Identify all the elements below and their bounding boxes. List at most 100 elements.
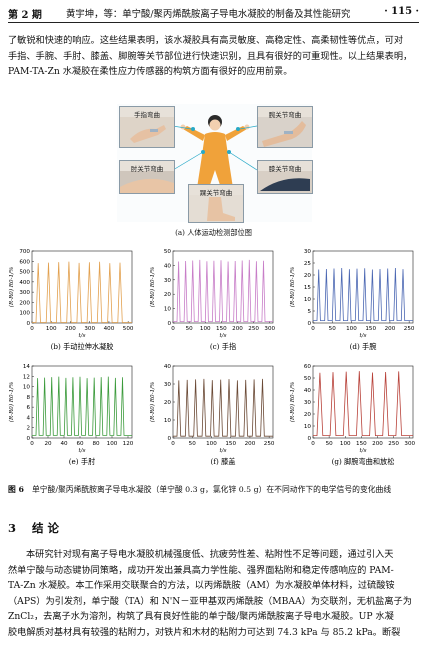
y-tick-label: 10 — [23, 385, 31, 391]
x-tick-label: 150 — [216, 326, 227, 332]
y-tick-label: 10 — [164, 418, 172, 424]
y-tick-label: 20 — [304, 412, 312, 418]
x-tick-label: 150 — [365, 326, 376, 332]
chart-b-svg: 0 100 200 300 400 500 600 700 0 100 200 300 400 500 t/… — [8, 249, 134, 351]
y-axis-label: (R-R0) R0-1/% — [149, 267, 156, 307]
chart-panel-e: 0 2 4 6 8 10 12 14 0 20 40 60 80 100 120 t/s (R-R0) R0-1… — [8, 360, 138, 476]
y-tick-label: 30 — [164, 382, 172, 388]
x-axis-label: t/s — [219, 448, 226, 454]
x-tick-label: 150 — [356, 441, 367, 447]
chart-sublabel: (f) 膝盖 — [211, 457, 236, 466]
photo-finger-bend: 手指弯曲 — [119, 106, 175, 148]
text-line: 胶电解质对基材具有较强的粘附力，对铁片和木材的粘附力可达到 74.3 kPa 与… — [8, 626, 401, 638]
y-tick-label: 0 — [307, 321, 311, 327]
x-tick-label: 0 — [311, 326, 315, 332]
x-tick-label: 250 — [404, 326, 415, 332]
series-line — [32, 376, 132, 436]
text-line: 了敏锐和快速的响应。这些结果表明，该水凝胶具有高灵敏度、高稳定性、高柔韧性等优点… — [8, 35, 404, 46]
photo-elbow-bend: 肘关节弯曲 — [119, 160, 175, 194]
y-tick-label: 40 — [304, 388, 312, 394]
photo-label: 膝关节弯曲 — [268, 165, 302, 173]
page-header: 第 2 期 黄宇坤，等：单宁酸/聚丙烯酰胺离子导电水凝胶的制备及其性能研究 · … — [8, 2, 419, 24]
chart-d-svg: 0 5 10 15 20 25 30 0 50 100 150 200 250 t/s (R-R0) R0-… — [289, 249, 415, 351]
y-tick-label: 5 — [307, 309, 311, 315]
y-tick-label: 30 — [304, 249, 312, 255]
x-tick-label: 150 — [225, 441, 236, 447]
x-tick-label: 200 — [232, 326, 243, 332]
wrist-photo-icon — [258, 117, 312, 147]
x-axis-label: t/s — [78, 448, 85, 454]
y-axis-label: (R-R0) R0-1/% — [289, 267, 296, 307]
paragraph-conclusion: 本研究针对现有离子导电水凝胶机械强度低、抗疲劳性差、粘附性不足等问题，通过引入天… — [8, 547, 419, 641]
page-number: · 115 · — [384, 6, 419, 17]
y-tick-label: 100 — [19, 311, 30, 317]
issue-number: 第 2 期 — [8, 10, 42, 21]
y-tick-label: 25 — [304, 261, 312, 267]
y-tick-label: 20 — [164, 400, 172, 406]
x-axis-label: t/s — [359, 448, 366, 454]
y-tick-label: 0 — [26, 321, 30, 327]
x-tick-label: 200 — [245, 441, 256, 447]
knee-photo-icon — [258, 171, 312, 193]
x-tick-label: 200 — [372, 441, 383, 447]
x-axis-label: t/s — [78, 333, 85, 339]
chart-sublabel: (g) 脚腕弯曲和放松 — [332, 457, 395, 466]
photo-wrist-bend: 腕关节弯曲 — [257, 106, 313, 148]
plot-frame — [172, 250, 274, 324]
chart-panel-c: 0 10 20 30 40 50 0 50 100 150 200 250 300 t/s (R-R0) R… — [149, 245, 279, 361]
figure-a-collage: 手指弯曲 腕关节弯曲 肘关节弯曲 膝关节弯曲 踝关节弯曲 — [117, 104, 313, 223]
paragraph-results: 了敏锐和快速的响应。这些结果表明，该水凝胶具有高灵敏度、高稳定性、高柔韧性等优点… — [8, 33, 419, 80]
y-tick-label: 2 — [26, 426, 30, 432]
plot-frame — [31, 250, 133, 324]
y-tick-label: 12 — [23, 374, 30, 380]
y-tick-label: 0 — [26, 436, 30, 442]
x-tick-label: 20 — [44, 441, 52, 447]
y-tick-label: 0 — [167, 321, 171, 327]
y-tick-label: 0 — [307, 436, 311, 442]
text-line: ZnCl₂，去离子水为溶剂，构筑了具有良好性能的单宁酸/聚丙烯酰胺离子导电水凝胶… — [8, 611, 394, 623]
x-axis-label: t/s — [359, 333, 366, 339]
chart-f-svg: 0 10 20 30 40 0 50 100 150 200 250 t/s (R-R0) R0-1/%… — [149, 364, 275, 466]
section-number: 3 — [8, 521, 17, 535]
chart-panel-b: 0 100 200 300 400 500 600 700 0 100 200 300 400 500 t/… — [8, 245, 138, 361]
y-tick-label: 30 — [164, 278, 172, 284]
text-line: 本研究针对现有离子导电水凝胶机械强度低、抗疲劳性差、粘附性不足等问题，通过引入天 — [26, 549, 394, 560]
y-axis-label: (R-R0) R0-1/% — [8, 267, 15, 307]
y-tick-label: 400 — [19, 280, 30, 286]
x-tick-label: 0 — [30, 441, 34, 447]
y-tick-label: 50 — [164, 249, 172, 255]
series-line — [313, 371, 413, 436]
caption-text: 单宁酸/聚丙烯酰胺离子导电水凝胶（单宁酸 0.3 g，氯化锌 0.5 g）在不同… — [31, 485, 392, 494]
y-tick-label: 4 — [26, 415, 30, 421]
text-line: （APS）为引发剂，单宁酸（TA）和 N'N－亚甲基双丙烯酰胺（MBAA）为交联… — [8, 595, 412, 607]
text-line: 手指、手腕、手肘、膝盖、脚腕等关节部位进行快速识别，且具有很好的可重现性。以上结… — [8, 50, 413, 62]
y-tick-label: 50 — [304, 376, 312, 382]
x-tick-label: 300 — [404, 441, 415, 447]
x-tick-label: 0 — [171, 441, 175, 447]
text-line: PAM-TA-Zn 水凝胶在柔性应力传感器的构筑方面有很好的应用前景。 — [8, 66, 293, 78]
x-tick-label: 250 — [388, 441, 399, 447]
figure-number: 图 6 — [8, 485, 24, 494]
ankle-photo-icon — [189, 195, 243, 222]
x-tick-label: 100 — [46, 326, 57, 332]
y-tick-label: 20 — [304, 273, 312, 279]
chart-sublabel: (d) 手腕 — [350, 342, 377, 351]
x-tick-label: 0 — [171, 326, 175, 332]
y-tick-label: 700 — [19, 249, 30, 255]
x-tick-label: 0 — [30, 326, 34, 332]
x-tick-label: 80 — [92, 441, 100, 447]
x-tick-label: 50 — [326, 441, 334, 447]
x-tick-label: 50 — [189, 441, 197, 447]
chart-g-svg: 0 10 20 30 40 50 60 0 50 100 150 200 250 300 t/s (R-R0)… — [289, 364, 416, 466]
figure-a-sublabel: (a) 人体运动检测部位图 — [175, 228, 252, 237]
x-tick-label: 0 — [311, 441, 315, 447]
y-axis-label: (R-R0) R0-1/% — [149, 382, 156, 422]
running-title: 黄宇坤，等：单宁酸/聚丙烯酰胺离子导电水凝胶的制备及其性能研究 — [66, 9, 351, 20]
text-line: TA-Zn 水凝胶。本工作采用交联聚合的方法，以丙烯酰胺（AM）为水凝胶单体材料… — [8, 580, 395, 592]
y-tick-label: 300 — [19, 290, 30, 296]
x-tick-label: 40 — [60, 441, 68, 447]
chart-panel-g: 0 10 20 30 40 50 60 0 50 100 150 200 250 300 t/s (R-R0)… — [289, 360, 419, 476]
section-heading: 3 结 论 — [8, 520, 75, 536]
y-tick-label: 10 — [164, 307, 172, 313]
y-axis-label: (R-R0) R0-1/% — [8, 382, 15, 422]
